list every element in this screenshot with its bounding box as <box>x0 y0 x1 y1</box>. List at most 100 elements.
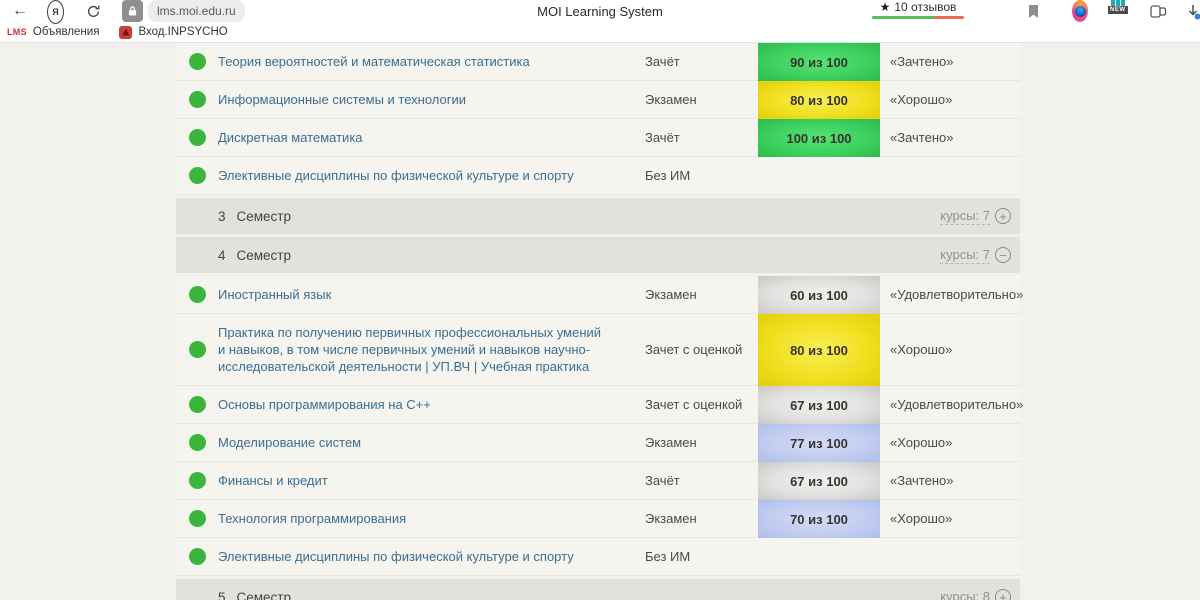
exam-type: Экзамен <box>645 435 697 450</box>
score-badge: 70 из 100 <box>758 500 880 538</box>
grade-table: Теория вероятностей и математическая ста… <box>176 43 1024 600</box>
status-dot-icon <box>188 286 206 303</box>
status-dot-cell <box>176 510 218 527</box>
bookmark-item-login[interactable]: Вход.INPSYCHO <box>119 25 228 39</box>
course-link[interactable]: Элективные дисциплины по физической куль… <box>218 549 574 564</box>
score-badge <box>758 157 880 195</box>
status-dot-cell <box>176 548 218 565</box>
bookmark-label: Объявления <box>32 26 100 38</box>
course-row: Технология программирования Экзамен 70 из … <box>176 500 1020 538</box>
lms-favicon: LMS <box>7 27 27 37</box>
exam-type: Зачет с оценкой <box>645 342 743 357</box>
semester-courses-link[interactable]: курсы: 7 <box>940 207 990 225</box>
collapse-minus-icon[interactable]: − <box>995 247 1011 263</box>
semester-row[interactable]: 4 Семестр курсы: 7− <box>176 237 1020 273</box>
expand-plus-icon[interactable]: + <box>995 208 1011 224</box>
refresh-icon[interactable] <box>86 0 101 22</box>
semester-label: Семестр <box>236 589 292 600</box>
course-row: Информационные системы и технологии Экзам… <box>176 81 1020 119</box>
bookmark-label: Вход.INPSYCHO <box>138 26 228 38</box>
score-badge: 67 из 100 <box>758 462 880 500</box>
grade-text: «Удовлетворительно» <box>890 397 1024 412</box>
score-badge: 80 из 100 <box>758 81 880 119</box>
course-row: Дискретная математика Зачёт 100 из 100 «Зач… <box>176 119 1020 157</box>
exam-type: Без ИМ <box>645 168 691 183</box>
course-row: Моделирование систем Экзамен 77 из 100 «Хор… <box>176 424 1020 462</box>
status-dot-cell <box>176 434 218 451</box>
content-area: Теория вероятностей и математическая ста… <box>0 43 1200 600</box>
yandex-mode-icon[interactable]: Я <box>47 0 64 24</box>
grade-text: «Зачтено» <box>890 473 954 488</box>
status-dot-cell <box>176 129 218 146</box>
course-link[interactable]: Дискретная математика <box>218 130 363 145</box>
exam-type: Без ИМ <box>645 549 691 564</box>
course-link[interactable]: Моделирование систем <box>218 435 362 450</box>
semester-number: 4 <box>218 247 226 263</box>
semester-label: Семестр <box>236 208 292 224</box>
course-link[interactable]: Основы программирования на C++ <box>218 397 431 412</box>
status-dot-icon <box>188 53 206 70</box>
course-row: Основы программирования на C++ Зачет с оц… <box>176 386 1024 424</box>
status-dot-icon <box>188 167 206 184</box>
course-link[interactable]: Информационные системы и технологии <box>218 92 466 107</box>
grade-text: «Удовлетворительно» <box>890 287 1024 302</box>
status-dot-cell <box>176 167 218 184</box>
course-link[interactable]: Элективные дисциплины по физической куль… <box>218 168 574 183</box>
bookmark-item-announcements[interactable]: LMS Объявления <box>7 26 99 38</box>
exam-type: Зачет с оценкой <box>645 397 743 412</box>
site-reviews-widget[interactable]: ★ 10 отзывов <box>872 0 964 22</box>
status-dot-icon <box>188 91 206 108</box>
grade-text: «Хорошо» <box>890 342 953 357</box>
bookmark-flag-icon[interactable] <box>1027 0 1040 22</box>
course-link[interactable]: Финансы и кредит <box>218 473 328 488</box>
grade-text: «Хорошо» <box>890 511 953 526</box>
status-dot-cell <box>176 53 218 70</box>
exam-type: Зачёт <box>645 130 680 145</box>
reviews-rating-bar <box>872 16 964 19</box>
expand-plus-icon[interactable]: + <box>995 589 1011 600</box>
grade-text: «Хорошо» <box>890 435 953 450</box>
download-icon[interactable] <box>1185 0 1200 22</box>
star-icon: ★ <box>879 0 891 14</box>
course-row: Практика по получению первичных професси… <box>176 314 1020 386</box>
status-dot-icon <box>188 472 206 489</box>
status-dot-icon <box>188 548 206 565</box>
semester-row[interactable]: 3 Семестр курсы: 7 + <box>176 198 1020 234</box>
status-dot-cell <box>176 91 218 108</box>
back-icon[interactable]: ← <box>12 2 28 19</box>
semester-courses-link[interactable]: курсы: 7 <box>940 246 990 264</box>
exam-type: Экзамен <box>645 287 697 302</box>
course-link[interactable]: Технология программирования <box>218 511 407 526</box>
score-badge: 67 из 100 <box>758 386 880 424</box>
extension-new-icon[interactable]: NEW <box>1108 0 1128 22</box>
profile-avatar-icon[interactable] <box>1072 0 1088 22</box>
course-row: Теория вероятностей и математическая ста… <box>176 43 1020 81</box>
grade-text: «Зачтено» <box>890 54 954 69</box>
course-link[interactable]: Иностранный язык <box>218 287 332 302</box>
score-badge <box>758 538 880 576</box>
score-badge: 100 из 100 <box>758 119 880 157</box>
lock-icon[interactable] <box>122 0 143 22</box>
exam-type: Экзамен <box>645 92 697 107</box>
course-row: Финансы и кредит Зачёт 67 из 100 «Зачтено» <box>176 462 1020 500</box>
bookmarks-bar: LMS Объявления Вход.INPSYCHO <box>0 22 1200 43</box>
grade-text: «Хорошо» <box>890 92 953 107</box>
score-badge: 77 из 100 <box>758 424 880 462</box>
course-link[interactable]: Практика по получению первичных професси… <box>218 325 602 374</box>
status-dot-icon <box>188 129 206 146</box>
course-row: Элективные дисциплины по физической куль… <box>176 538 1020 576</box>
status-dot-icon <box>188 396 206 413</box>
course-link[interactable]: Теория вероятностей и математическая ста… <box>218 54 530 69</box>
status-dot-cell <box>176 341 218 358</box>
course-row: Иностранный язык Экзамен 60 из 100 «Удовлет… <box>176 276 1024 314</box>
status-dot-cell <box>176 396 218 413</box>
score-badge: 80 из 100 <box>758 314 880 386</box>
status-dot-icon <box>188 434 206 451</box>
tab-groups-icon[interactable] <box>1150 0 1167 22</box>
address-bar[interactable]: lms.moi.edu.ru <box>148 0 245 22</box>
semester-row[interactable]: 5 Семестр курсы: 8 + <box>176 579 1020 600</box>
browser-topbar: ← Я lms.moi.edu.ru MOI Learning System ★… <box>0 0 1200 24</box>
exam-type: Экзамен <box>645 511 697 526</box>
grade-text: «Зачтено» <box>890 130 954 145</box>
semester-courses-link[interactable]: курсы: 8 <box>940 589 990 600</box>
